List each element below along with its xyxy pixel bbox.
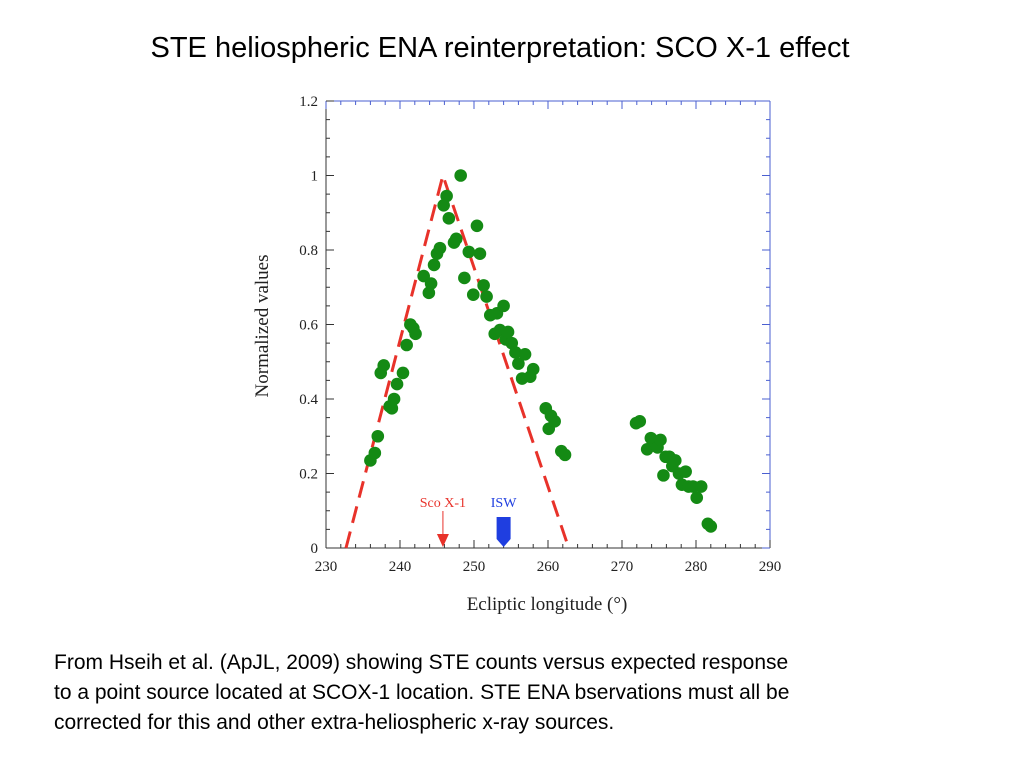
data-point	[427, 258, 441, 272]
y-tick-label: 0.2	[299, 467, 318, 483]
x-tick-label: 280	[685, 559, 708, 575]
y-tick-label: 0	[311, 541, 319, 557]
data-point	[473, 247, 487, 261]
data-point	[480, 290, 493, 303]
data-point	[440, 189, 453, 203]
y-tick-label: 1.2	[299, 94, 318, 110]
data-point	[390, 377, 404, 391]
data-point	[654, 433, 667, 447]
scatter-chart: 230 240 250 260 270 280 290 00.20.40.60.811.2 …	[252, 94, 782, 615]
y-axis-tick-labels: 0 0.2 0.4 0.6 0.8 1 1.2	[299, 94, 318, 557]
annotations: Sco X-1 ISW	[420, 496, 517, 547]
isw-block-arrow	[496, 517, 511, 547]
data-point	[470, 219, 484, 233]
data-point	[512, 357, 525, 370]
data-point	[497, 299, 510, 313]
x-axis-ticks	[325, 101, 771, 548]
y-tick-label: 1	[311, 169, 319, 185]
data-point	[442, 212, 456, 225]
caption-line: corrected for this and other extra-helio…	[54, 711, 615, 734]
data-point	[396, 366, 410, 380]
isw-label: ISW	[491, 496, 517, 511]
data-point	[458, 271, 471, 285]
data-point	[477, 279, 490, 292]
data-point	[657, 469, 670, 482]
y-tick-label: 0.4	[299, 392, 318, 408]
data-point	[548, 415, 561, 428]
sco-x1-arrow-head	[436, 534, 449, 547]
data-point	[668, 454, 682, 467]
data-point	[387, 392, 401, 406]
slide-title: STE heliospheric ENA reinterpretation: S…	[150, 32, 850, 64]
y-axis-ticks	[326, 100, 770, 549]
data-point	[368, 446, 382, 460]
x-axis-label: Ecliptic longitude (°)	[467, 594, 628, 615]
data-point	[454, 169, 467, 182]
x-tick-label: 260	[537, 559, 560, 575]
data-point	[424, 277, 438, 290]
data-point	[433, 241, 447, 255]
x-tick-label: 240	[389, 559, 412, 575]
data-point	[400, 338, 413, 352]
caption: From Hseih et al. (ApJL, 2009) showing S…	[54, 648, 984, 738]
data-point	[377, 359, 391, 372]
data-point	[449, 232, 463, 246]
data-point	[633, 415, 647, 428]
caption-line: to a point source located at SCOX-1 loca…	[54, 681, 790, 704]
data-point	[558, 448, 572, 462]
caption-line: From Hseih et al. (ApJL, 2009) showing S…	[54, 651, 789, 674]
observed-points	[364, 169, 718, 533]
data-point	[518, 348, 532, 361]
data-point	[704, 520, 718, 533]
x-tick-label: 270	[611, 559, 634, 575]
x-tick-label: 230	[315, 559, 338, 575]
data-point	[371, 429, 385, 443]
data-point	[462, 245, 476, 259]
y-axis-label: Normalized values	[252, 255, 273, 398]
data-point	[694, 480, 708, 493]
data-point	[501, 325, 515, 339]
x-tick-label: 250	[463, 559, 486, 575]
data-point	[526, 362, 540, 376]
data-point	[466, 288, 480, 302]
data-point	[690, 491, 704, 505]
y-tick-label: 0.8	[299, 243, 318, 259]
data-point	[679, 465, 692, 478]
data-point	[409, 327, 422, 341]
data-point	[509, 346, 522, 359]
sco-x1-label: Sco X-1	[420, 496, 466, 511]
x-tick-label: 290	[759, 559, 782, 575]
y-tick-label: 0.6	[299, 318, 318, 334]
x-axis-tick-labels: 230 240 250 260 270 280 290	[315, 559, 782, 575]
